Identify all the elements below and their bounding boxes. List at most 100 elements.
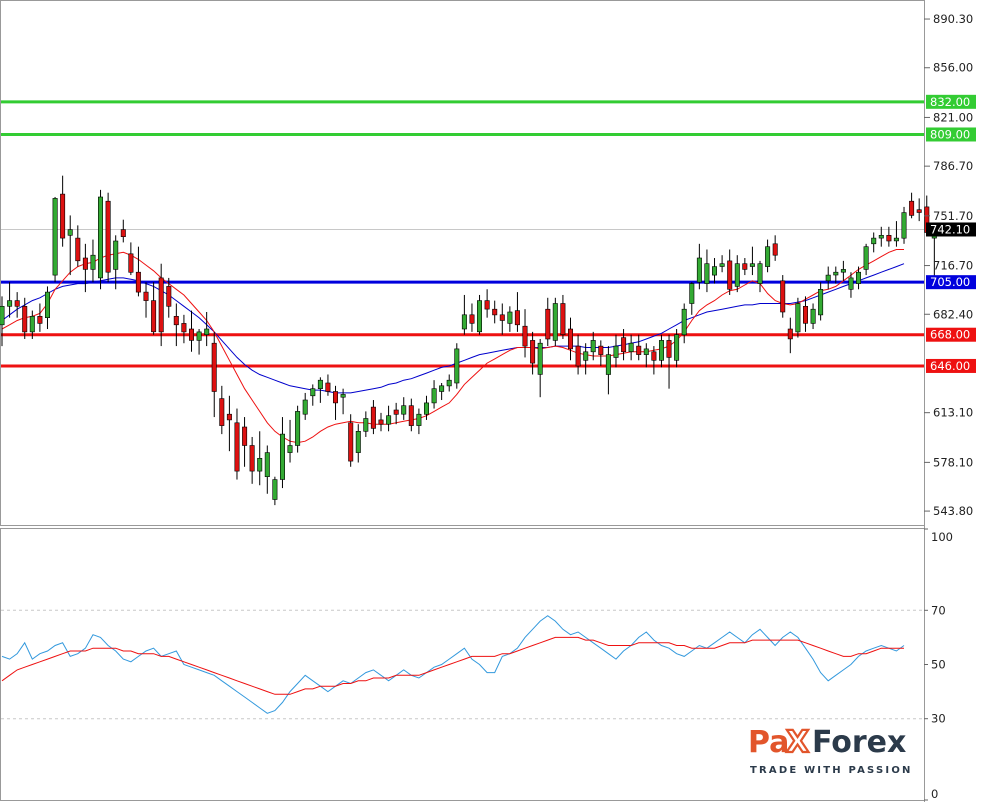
candle-body xyxy=(439,385,445,392)
candle-body xyxy=(386,415,392,425)
logo-x: X xyxy=(786,725,809,760)
candle xyxy=(818,282,824,321)
level-tag xyxy=(926,358,976,373)
candle-body xyxy=(173,315,179,326)
candle-body xyxy=(871,237,877,245)
candle xyxy=(416,408,422,435)
candle xyxy=(636,334,642,361)
candle xyxy=(128,242,134,276)
candle-body xyxy=(29,315,35,333)
candle xyxy=(401,397,407,420)
candle xyxy=(765,239,771,273)
price-tick-label: 578.10 xyxy=(933,455,973,469)
level-tag xyxy=(926,275,976,290)
moving-averages xyxy=(1,249,905,444)
oscillator-tick-label: 30 xyxy=(931,712,946,726)
candle xyxy=(840,260,846,281)
candle xyxy=(643,343,649,368)
candle xyxy=(893,221,899,247)
candle xyxy=(181,314,187,344)
candle-body xyxy=(704,263,710,284)
candle-body xyxy=(408,405,414,426)
candle xyxy=(810,303,816,330)
candle xyxy=(461,294,467,335)
price-tick-label: 786.70 xyxy=(933,159,973,173)
candle xyxy=(378,412,384,432)
candle-body xyxy=(636,345,642,355)
candle-body xyxy=(757,263,763,284)
candle-body xyxy=(825,274,831,282)
candle xyxy=(833,266,839,284)
candle xyxy=(113,235,119,290)
candle-body xyxy=(416,413,422,426)
level-tag-label: 705.00 xyxy=(930,275,970,289)
candle-body xyxy=(552,303,558,341)
candle xyxy=(431,380,437,409)
candle-body xyxy=(113,240,119,270)
candle-body xyxy=(810,308,816,324)
candle-body xyxy=(469,314,475,324)
candle xyxy=(196,329,202,355)
candle xyxy=(370,400,376,435)
candle xyxy=(476,294,482,335)
candle-body xyxy=(295,411,301,446)
oscillator-signal-line xyxy=(1,636,904,695)
candle xyxy=(226,395,232,452)
oscillator-tick-label: 50 xyxy=(931,658,946,672)
candle-body xyxy=(863,246,869,270)
candle-body xyxy=(590,340,596,353)
candle-body xyxy=(22,305,28,333)
price-tick-label: 821.00 xyxy=(933,110,973,124)
candle xyxy=(795,297,801,338)
candle-body xyxy=(52,198,58,276)
candle xyxy=(75,225,81,267)
candle-body xyxy=(689,283,695,304)
candle xyxy=(560,294,566,339)
candle xyxy=(7,282,13,318)
logo-pa: Pa xyxy=(748,725,789,760)
candle xyxy=(14,292,20,318)
candle-body xyxy=(621,337,627,353)
oscillator-tick-label: 100 xyxy=(931,530,953,544)
candle xyxy=(855,266,861,290)
candle xyxy=(355,424,361,463)
candle-body xyxy=(370,406,376,429)
candle-body xyxy=(795,303,801,333)
candle xyxy=(90,239,96,283)
candle xyxy=(628,334,634,361)
candle xyxy=(719,255,725,273)
candle xyxy=(848,272,854,298)
candle-body xyxy=(363,418,369,432)
candle-body xyxy=(340,394,346,398)
candle xyxy=(219,385,225,435)
candle xyxy=(689,282,695,315)
candle xyxy=(22,297,28,339)
candle-body xyxy=(719,263,725,267)
candle xyxy=(552,297,558,347)
candle xyxy=(332,385,338,420)
candle xyxy=(787,317,793,354)
candle-body xyxy=(833,271,839,276)
candle xyxy=(681,303,687,344)
candle-body xyxy=(674,334,680,361)
candle-body xyxy=(514,310,520,326)
candle-body xyxy=(461,314,467,330)
candle xyxy=(242,417,248,467)
candle-body xyxy=(507,311,513,324)
candle-body xyxy=(727,260,733,290)
candle xyxy=(567,317,573,361)
price-tick-label: 543.80 xyxy=(933,504,973,518)
candle-body xyxy=(567,328,573,350)
candle xyxy=(727,249,733,295)
candle-body xyxy=(234,422,240,472)
candle-body xyxy=(135,271,141,293)
candle xyxy=(348,414,354,467)
candle-body xyxy=(98,196,104,279)
candle-body xyxy=(681,308,687,336)
candle xyxy=(302,392,308,420)
candle-body xyxy=(909,200,915,216)
candle-body xyxy=(651,351,657,361)
candle-body xyxy=(537,342,543,375)
candle xyxy=(82,243,88,293)
